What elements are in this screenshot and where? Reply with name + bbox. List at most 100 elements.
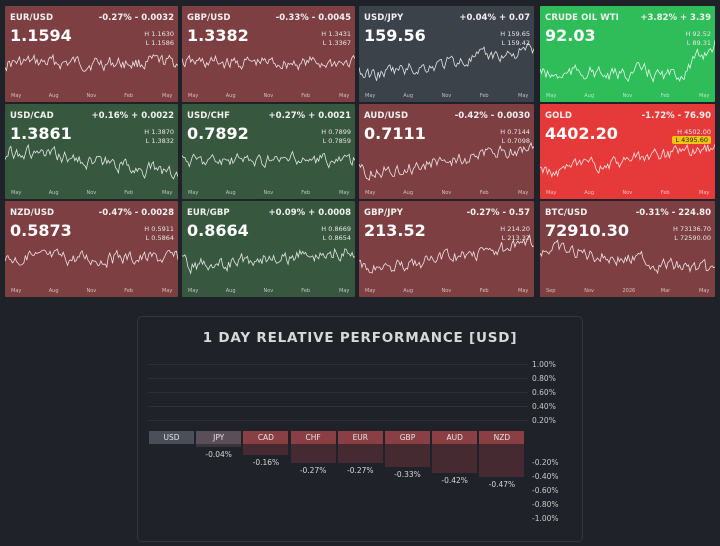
- tile-high: H 0.7899: [321, 128, 351, 136]
- axis-tick-label: Feb: [479, 288, 489, 294]
- tile-symbol: GBP/JPY: [364, 208, 404, 218]
- currency-label-chf: CHF: [290, 431, 336, 444]
- y-axis-label: 1.00%: [532, 360, 556, 369]
- quote-tile-usd-cad[interactable]: USD/CAD +0.16% + 0.0022 1.3861 H 1.3870 L 1.…: [5, 104, 178, 199]
- axis-tick-label: May: [546, 190, 557, 196]
- axis-tick-label: Sep: [546, 288, 556, 294]
- sparkline: [540, 40, 715, 83]
- axis-tick-label: Feb: [479, 190, 489, 196]
- axis-tick-label: Aug: [48, 288, 59, 294]
- quote-tile-gbp-jpy[interactable]: GBP/JPY -0.27% - 0.57 213.52 H 214.20 L 213.…: [359, 201, 534, 297]
- axis-tick-label: May: [518, 288, 529, 294]
- axis-tick-label: Nov: [584, 288, 595, 294]
- axis-tick-label: Nov: [622, 190, 633, 196]
- tile-time-axis: May Aug Nov Feb May: [5, 288, 178, 296]
- axis-tick-label: Aug: [403, 288, 414, 294]
- axis-tick-label: Nov: [263, 93, 274, 99]
- quote-tile-gbp-usd[interactable]: GBP/USD -0.33% - 0.0045 1.3382 H 1.3431 L 1.…: [182, 6, 355, 102]
- axis-tick-label: Aug: [225, 93, 236, 99]
- gridline: [148, 392, 528, 393]
- tile-change: -0.33% - 0.0045: [275, 13, 351, 23]
- quote-tile-gold[interactable]: GOLD -1.72% - 76.90 4402.20 H 4502.00 L 4395…: [540, 104, 715, 199]
- tile-low: L 1.3367: [322, 39, 351, 47]
- tile-change: -1.72% - 76.90: [641, 111, 711, 121]
- sparkline: [540, 143, 715, 179]
- tile-high: H 0.5911: [144, 225, 174, 233]
- tile-price: 92.03: [545, 26, 596, 45]
- axis-tick-label: Aug: [225, 288, 236, 294]
- tile-time-axis: May Aug Nov Feb May: [359, 190, 534, 198]
- quote-tile-aud-usd[interactable]: AUD/USD -0.42% - 0.0030 0.7111 H 0.7144 L 0.…: [359, 104, 534, 199]
- tile-high: H 0.7144: [500, 128, 530, 136]
- quote-tile-crude-oil-wti[interactable]: CRUDE OIL WTI +3.82% + 3.39 92.03 H 92.52 L …: [540, 6, 715, 102]
- relative-performance-panel: 1 DAY RELATIVE PERFORMANCE [USD] 1.00% 0.…: [137, 316, 583, 542]
- axis-tick-label: May: [162, 93, 173, 99]
- gridline: [148, 406, 528, 407]
- axis-tick-label: May: [365, 288, 376, 294]
- tile-change: -0.27% - 0.57: [466, 208, 530, 218]
- tile-time-axis: May Aug Nov Feb May: [182, 288, 355, 296]
- axis-tick-label: Feb: [660, 93, 670, 99]
- quote-tile-btc-usd[interactable]: BTC/USD -0.31% - 224.80 72910.30 H 73136.70…: [540, 201, 715, 297]
- axis-tick-label: 2026: [622, 288, 636, 294]
- performance-value-gbp: -0.33%: [394, 470, 421, 480]
- axis-tick-label: May: [11, 190, 22, 196]
- tile-symbol: BTC/USD: [545, 208, 588, 218]
- axis-tick-label: May: [162, 288, 173, 294]
- sparkline: [5, 248, 178, 269]
- performance-value-nzd: -0.47%: [488, 479, 516, 489]
- sparkline: [359, 141, 534, 181]
- tile-high: H 1.3870: [144, 128, 174, 136]
- quote-tile-eur-gbp[interactable]: EUR/GBP +0.09% + 0.0008 0.8664 H 0.8669 L 0.…: [182, 201, 355, 297]
- currency-label-usd: USD: [149, 431, 194, 444]
- performance-value-eur: -0.27%: [347, 465, 374, 475]
- tile-price: 0.7892: [187, 124, 249, 143]
- tile-symbol: USD/JPY: [364, 13, 404, 23]
- quote-tile-nzd-usd[interactable]: NZD/USD -0.47% - 0.0028 0.5873 H 0.5911 L 0.…: [5, 201, 178, 297]
- axis-tick-label: Aug: [403, 190, 414, 196]
- tile-price: 1.3861: [10, 124, 72, 143]
- tile-low: L 1.1586: [145, 39, 174, 47]
- tile-high: H 1.3431: [321, 30, 351, 38]
- axis-tick-label: Feb: [301, 288, 311, 294]
- tile-price: 1.1594: [10, 26, 72, 45]
- quote-tile-usd-chf[interactable]: USD/CHF +0.27% + 0.0021 0.7892 H 0.7899 L 0.…: [182, 104, 355, 199]
- axis-tick-label: May: [518, 93, 529, 99]
- quote-tile-eur-usd[interactable]: EUR/USD -0.27% - 0.0032 1.1594 H 1.1630 L 1.…: [5, 6, 178, 102]
- tile-price: 159.56: [364, 26, 426, 45]
- gridline: [148, 364, 528, 365]
- y-axis-label: 0.40%: [532, 402, 556, 411]
- currency-label-gbp: GBP: [385, 431, 430, 444]
- axis-tick-label: Mar: [660, 288, 671, 294]
- performance-bar-chf: [290, 444, 336, 463]
- tile-time-axis: May Aug Nov Feb May: [5, 190, 178, 198]
- quote-tile-usd-jpy[interactable]: USD/JPY +0.04% + 0.07 159.56 H 159.65 L 159.…: [359, 6, 534, 102]
- y-axis-label: -0.40%: [532, 472, 559, 481]
- axis-tick-label: Nov: [86, 93, 97, 99]
- tile-low: L 1.3832: [145, 137, 174, 145]
- tile-price: 0.5873: [10, 221, 72, 240]
- tile-time-axis: May Aug Nov Feb May: [5, 93, 178, 101]
- axis-tick-label: Nov: [263, 288, 274, 294]
- axis-tick-label: Nov: [441, 190, 452, 196]
- gridline: [148, 378, 528, 379]
- currency-label-aud: AUD: [432, 431, 478, 444]
- sparkline: [182, 54, 355, 71]
- tile-high: H 0.8669: [321, 225, 351, 233]
- performance-bar-aud: [432, 444, 478, 474]
- axis-tick-label: Nov: [86, 288, 97, 294]
- performance-bar-cad: [243, 444, 289, 456]
- currency-label-eur: EUR: [337, 431, 383, 444]
- axis-tick-label: May: [11, 288, 22, 294]
- tile-change: +0.09% + 0.0008: [268, 208, 351, 218]
- performance-bar-jpy: [196, 444, 242, 447]
- axis-tick-label: Nov: [263, 190, 274, 196]
- axis-tick-label: May: [339, 190, 350, 196]
- performance-bar-nzd: [479, 444, 525, 477]
- axis-tick-label: Nov: [441, 288, 452, 294]
- tile-low-badge: L 4395.60: [672, 136, 711, 144]
- sparkline: [182, 247, 355, 275]
- axis-tick-label: Feb: [124, 190, 134, 196]
- performance-value-jpy: -0.04%: [205, 449, 232, 459]
- tile-symbol: USD/CHF: [187, 111, 231, 121]
